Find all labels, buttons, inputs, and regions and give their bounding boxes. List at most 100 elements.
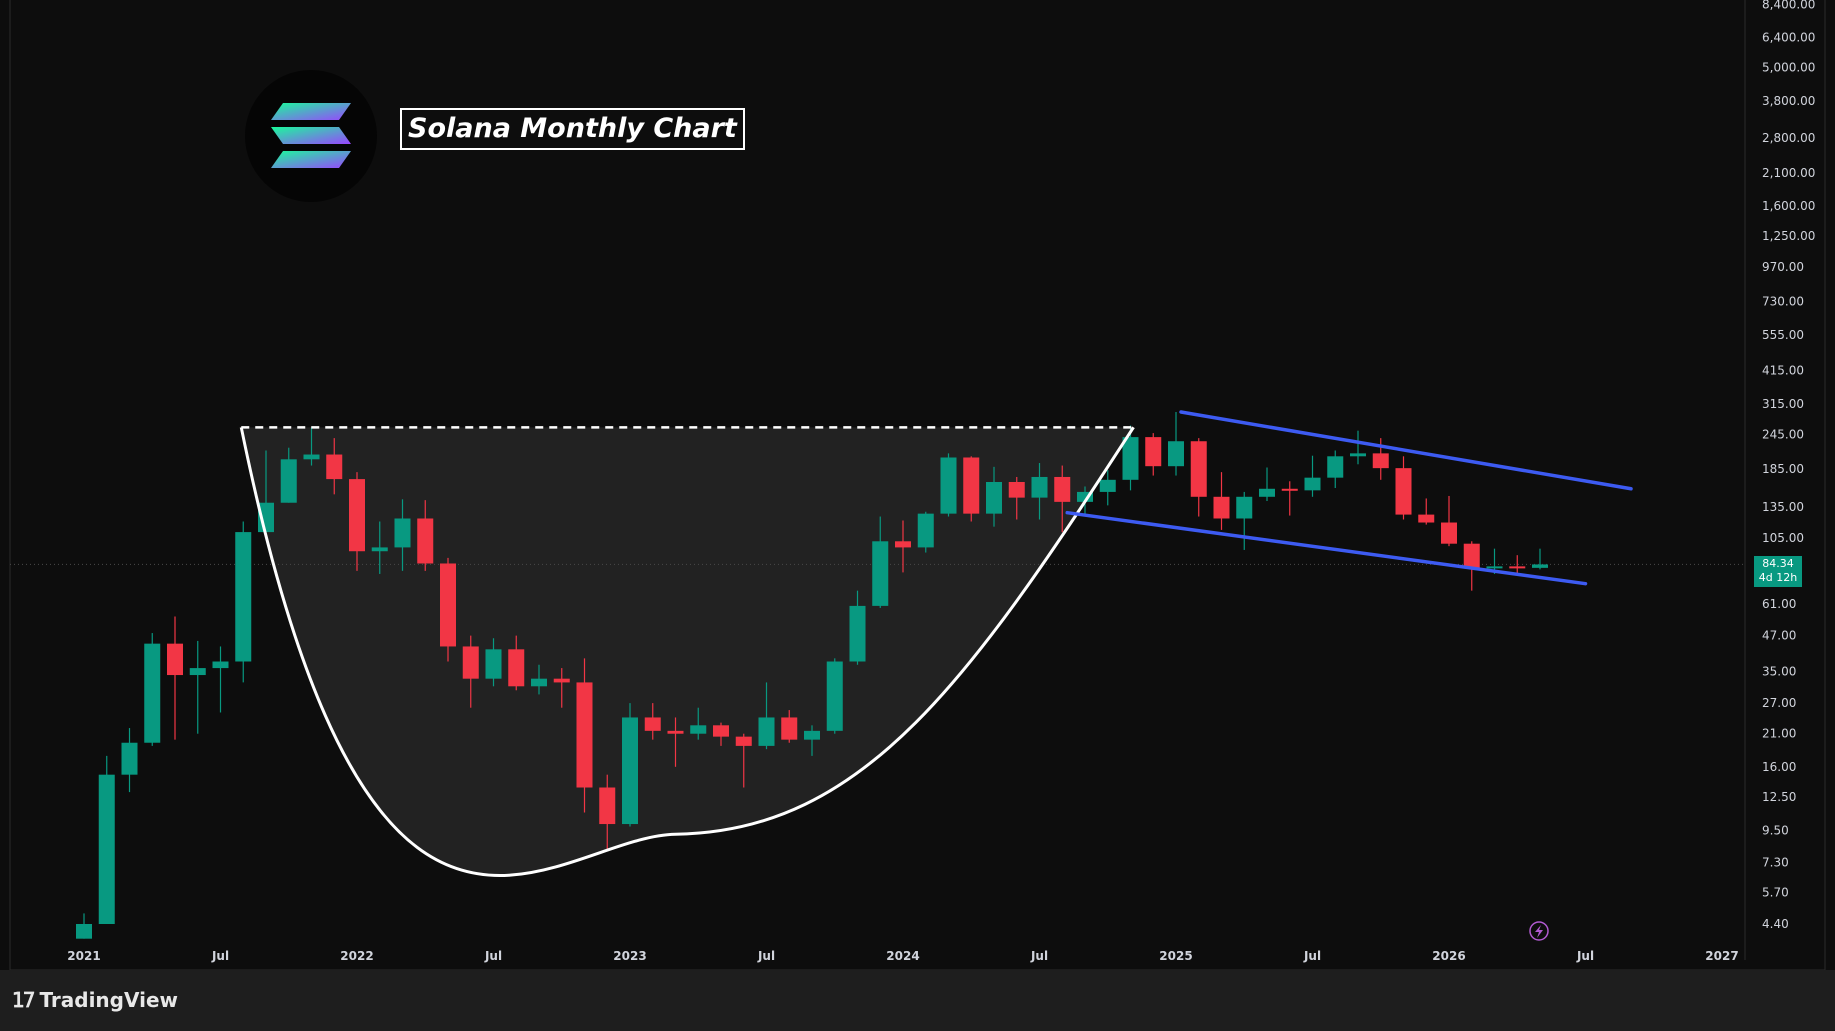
candle-body: [826, 661, 843, 731]
candle: [462, 635, 479, 708]
price-tick-label: 1,600.00: [1762, 199, 1815, 213]
candle: [735, 733, 752, 788]
candle: [1236, 491, 1253, 550]
time-tick-label: Jul: [211, 949, 229, 963]
candle-body: [1099, 479, 1116, 492]
candle-body: [1395, 468, 1412, 515]
candle-body: [781, 717, 798, 740]
candle: [781, 710, 798, 743]
candle-body: [462, 646, 479, 679]
time-tick-label: 2021: [67, 949, 100, 963]
candle-body: [849, 605, 866, 662]
candle: [1190, 438, 1207, 517]
candle-body: [644, 717, 661, 731]
candle-body: [713, 725, 729, 737]
candle-body: [326, 454, 343, 480]
candle: [849, 590, 866, 665]
time-axis[interactable]: 2021 Jul 2022 Jul 2023 Jul 2024 Jul 2025 Jul 2026 J…: [67, 949, 1738, 963]
price-tick-label: 47.00: [1762, 629, 1796, 643]
candle: [826, 658, 843, 734]
candle: [1441, 495, 1457, 547]
candle: [690, 707, 707, 740]
channel-lower-line: [1065, 510, 1588, 586]
candle-body: [235, 532, 252, 662]
candle-body: [1486, 566, 1503, 569]
time-tick-label: 2022: [340, 949, 373, 963]
candle: [804, 725, 820, 756]
candle: [394, 499, 411, 571]
candle: [189, 640, 206, 734]
candle-body: [167, 643, 183, 676]
chart-title: Solana Monthly Chart: [400, 108, 745, 150]
candle: [485, 638, 502, 687]
candle: [758, 682, 775, 750]
candle: [417, 500, 434, 571]
price-tick-label: 21.00: [1762, 727, 1796, 741]
price-tick-label: 5,000.00: [1762, 60, 1815, 74]
price-axis[interactable]: 4.40 5.70 7.30 9.50 12.50 16.00 21.00 27.00 35.0…: [1762, 0, 1815, 931]
candle-body: [349, 479, 365, 552]
candle-body: [1190, 441, 1207, 497]
lightning-icon[interactable]: [1529, 921, 1549, 941]
time-tick-label: Jul: [1576, 949, 1594, 963]
candle: [1418, 498, 1435, 525]
candle: [531, 664, 547, 695]
candle: [553, 668, 570, 708]
price-tick-label: 555.00: [1762, 328, 1804, 342]
candle: [963, 456, 980, 522]
candle-body: [735, 736, 752, 746]
price-tick-label: 7.30: [1762, 855, 1789, 869]
price-tick-label: 16.00: [1762, 760, 1796, 774]
candle: [622, 703, 638, 827]
candles-layer: [10, 411, 1745, 939]
candle: [917, 511, 934, 553]
candle-body: [1168, 441, 1184, 467]
price-chart[interactable]: 4.40 5.70 7.30 9.50 12.50 16.00 21.00 27.00 35.0…: [0, 0, 1835, 970]
candle: [1350, 430, 1366, 465]
candle: [1281, 481, 1298, 516]
candle-body: [1054, 476, 1071, 502]
candle-body: [599, 787, 616, 825]
candle-body: [690, 725, 707, 734]
candle-body: [804, 730, 820, 740]
candle: [508, 635, 525, 691]
candle-body: [1281, 488, 1298, 491]
candle-body: [986, 481, 1002, 514]
price-tick-label: 35.00: [1762, 665, 1796, 679]
candle-body: [622, 717, 638, 825]
candle: [576, 658, 593, 813]
annotations-layer: [239, 410, 1633, 877]
candle-body: [1077, 491, 1093, 502]
candle-body: [485, 649, 502, 679]
candle-body: [940, 457, 957, 514]
candle: [371, 521, 388, 574]
tradingview-brand[interactable]: 𝟣𝟩 TradingView: [12, 988, 178, 1012]
candle: [1008, 476, 1025, 520]
bar-countdown: 4d 12h: [1758, 571, 1798, 584]
candle-body: [394, 518, 411, 548]
candle-body: [758, 717, 775, 746]
price-tick-label: 1,250.00: [1762, 229, 1815, 243]
time-tick-label: 2025: [1159, 949, 1192, 963]
candle-body: [144, 643, 161, 743]
price-tick-label: 2,100.00: [1762, 166, 1815, 180]
candle: [1532, 548, 1548, 570]
candle-body: [1236, 496, 1253, 519]
time-tick-label: 2023: [613, 949, 646, 963]
time-tick-label: Jul: [757, 949, 775, 963]
candle-body: [440, 563, 456, 647]
price-tick-label: 730.00: [1762, 295, 1804, 309]
candle: [1099, 470, 1116, 506]
candle: [98, 755, 115, 924]
candle-body: [1532, 564, 1548, 568]
candle: [895, 520, 911, 573]
candle: [940, 453, 957, 517]
candle: [644, 703, 661, 740]
price-tick-label: 245.00: [1762, 428, 1804, 442]
channel-upper-line: [1179, 410, 1633, 491]
candle-body: [1145, 437, 1162, 467]
current-price-label: 84.34 4d 12h: [1754, 556, 1802, 587]
footer-bar: [0, 970, 1835, 1031]
candle: [1463, 541, 1480, 591]
candle: [1054, 465, 1071, 533]
